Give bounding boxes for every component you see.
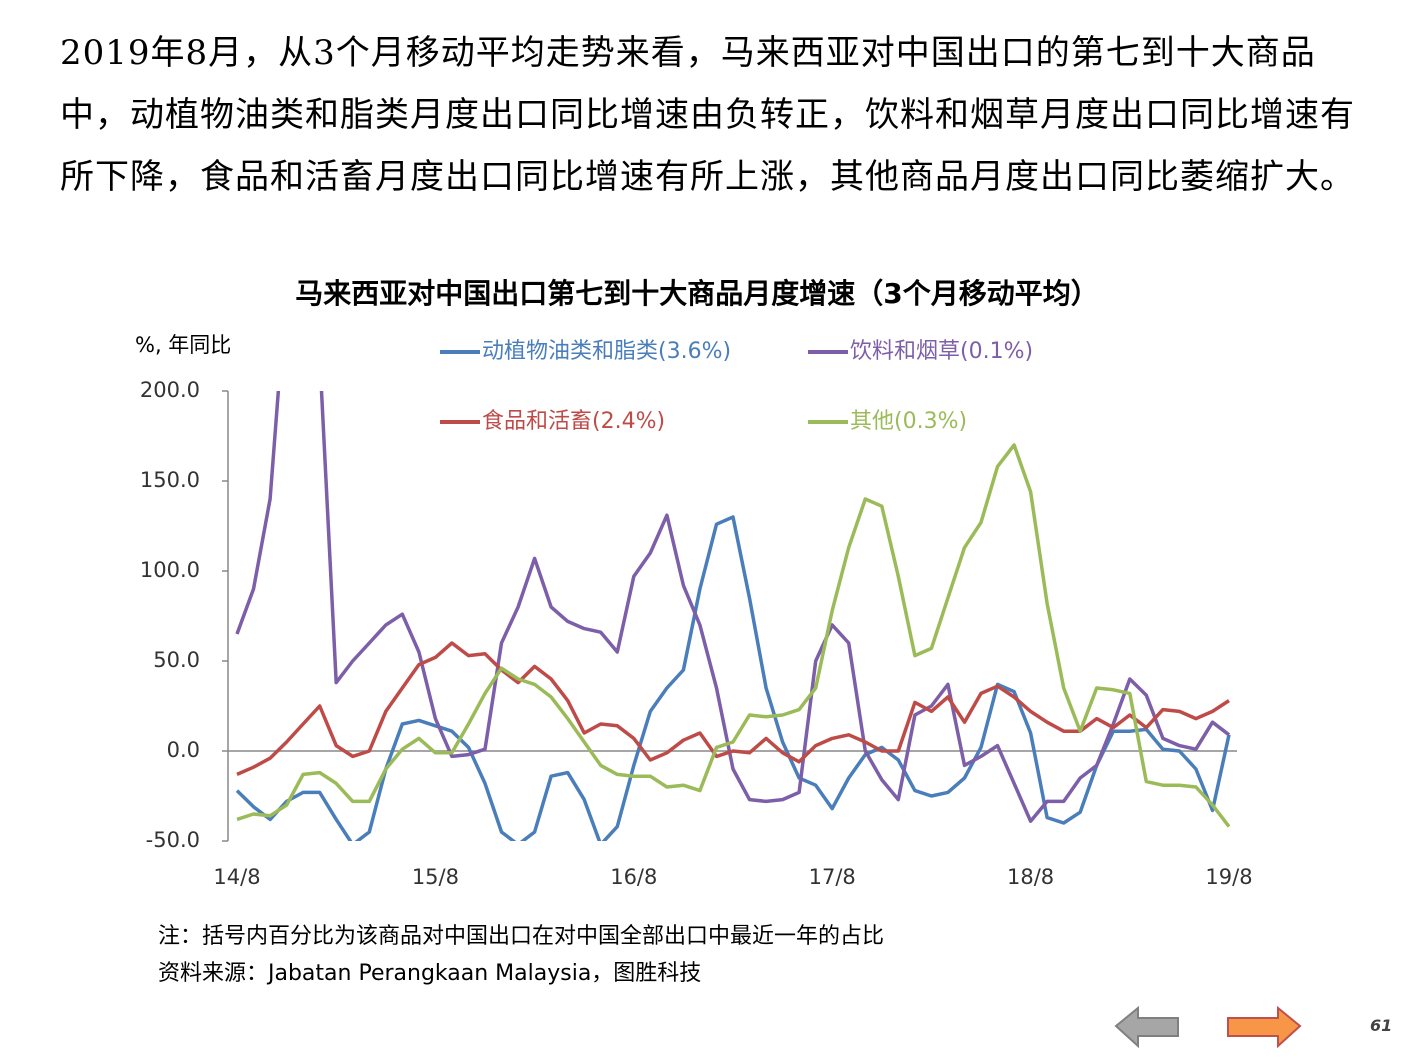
x-tick-label: 14/8 xyxy=(213,865,260,889)
y-tick-label: 200.0 xyxy=(140,378,200,402)
x-tick-label: 15/8 xyxy=(412,865,459,889)
note: 注：括号内百分比为该商品对中国出口在对中国全部出口中最近一年的占比 xyxy=(158,924,885,949)
source: 资料来源：Jabatan Perangkaan Malaysia，图胜科技 xyxy=(158,961,702,986)
paragraph: 2019年8月，从3个月移动平均走势来看，马来西亚对中国出口的第七到十大商品中，… xyxy=(60,33,1355,197)
series-line xyxy=(235,515,1231,841)
y-axis-label: %, 年同比 xyxy=(135,333,231,357)
y-tick-label: -50.0 xyxy=(146,828,200,852)
series-line xyxy=(235,391,1231,823)
y-tick-label: 50.0 xyxy=(153,648,200,672)
chart-title: 马来西亚对中国出口第七到十大商品月度增速（3个月移动平均） xyxy=(295,277,1099,310)
y-tick-label: 0.0 xyxy=(167,738,200,762)
plot-area xyxy=(235,391,1231,841)
nav-arrows xyxy=(1114,1005,1302,1049)
series-line xyxy=(236,443,1231,828)
series-line xyxy=(236,641,1230,777)
legend-label: 食品和活畜(2.4%) xyxy=(482,409,665,434)
y-tick-label: 100.0 xyxy=(140,558,200,582)
x-tick-label: 19/8 xyxy=(1205,865,1252,889)
x-tick-label: 18/8 xyxy=(1007,865,1054,889)
legend-label: 动植物油类和脂类(3.6%) xyxy=(482,339,731,364)
x-tick-label: 17/8 xyxy=(809,865,856,889)
next-arrow[interactable] xyxy=(1227,1005,1302,1049)
page-number: 61 xyxy=(1370,1016,1393,1035)
prev-arrow[interactable] xyxy=(1114,1005,1179,1049)
chart: 马来西亚对中国出口第七到十大商品月度增速（3个月移动平均） %, 年同比 -50… xyxy=(135,277,1253,889)
legend-label: 其他(0.3%) xyxy=(850,409,967,434)
y-tick-label: 150.0 xyxy=(140,468,200,492)
x-tick-label: 16/8 xyxy=(610,865,657,889)
legend-label: 饮料和烟草(0.1%) xyxy=(850,339,1033,364)
